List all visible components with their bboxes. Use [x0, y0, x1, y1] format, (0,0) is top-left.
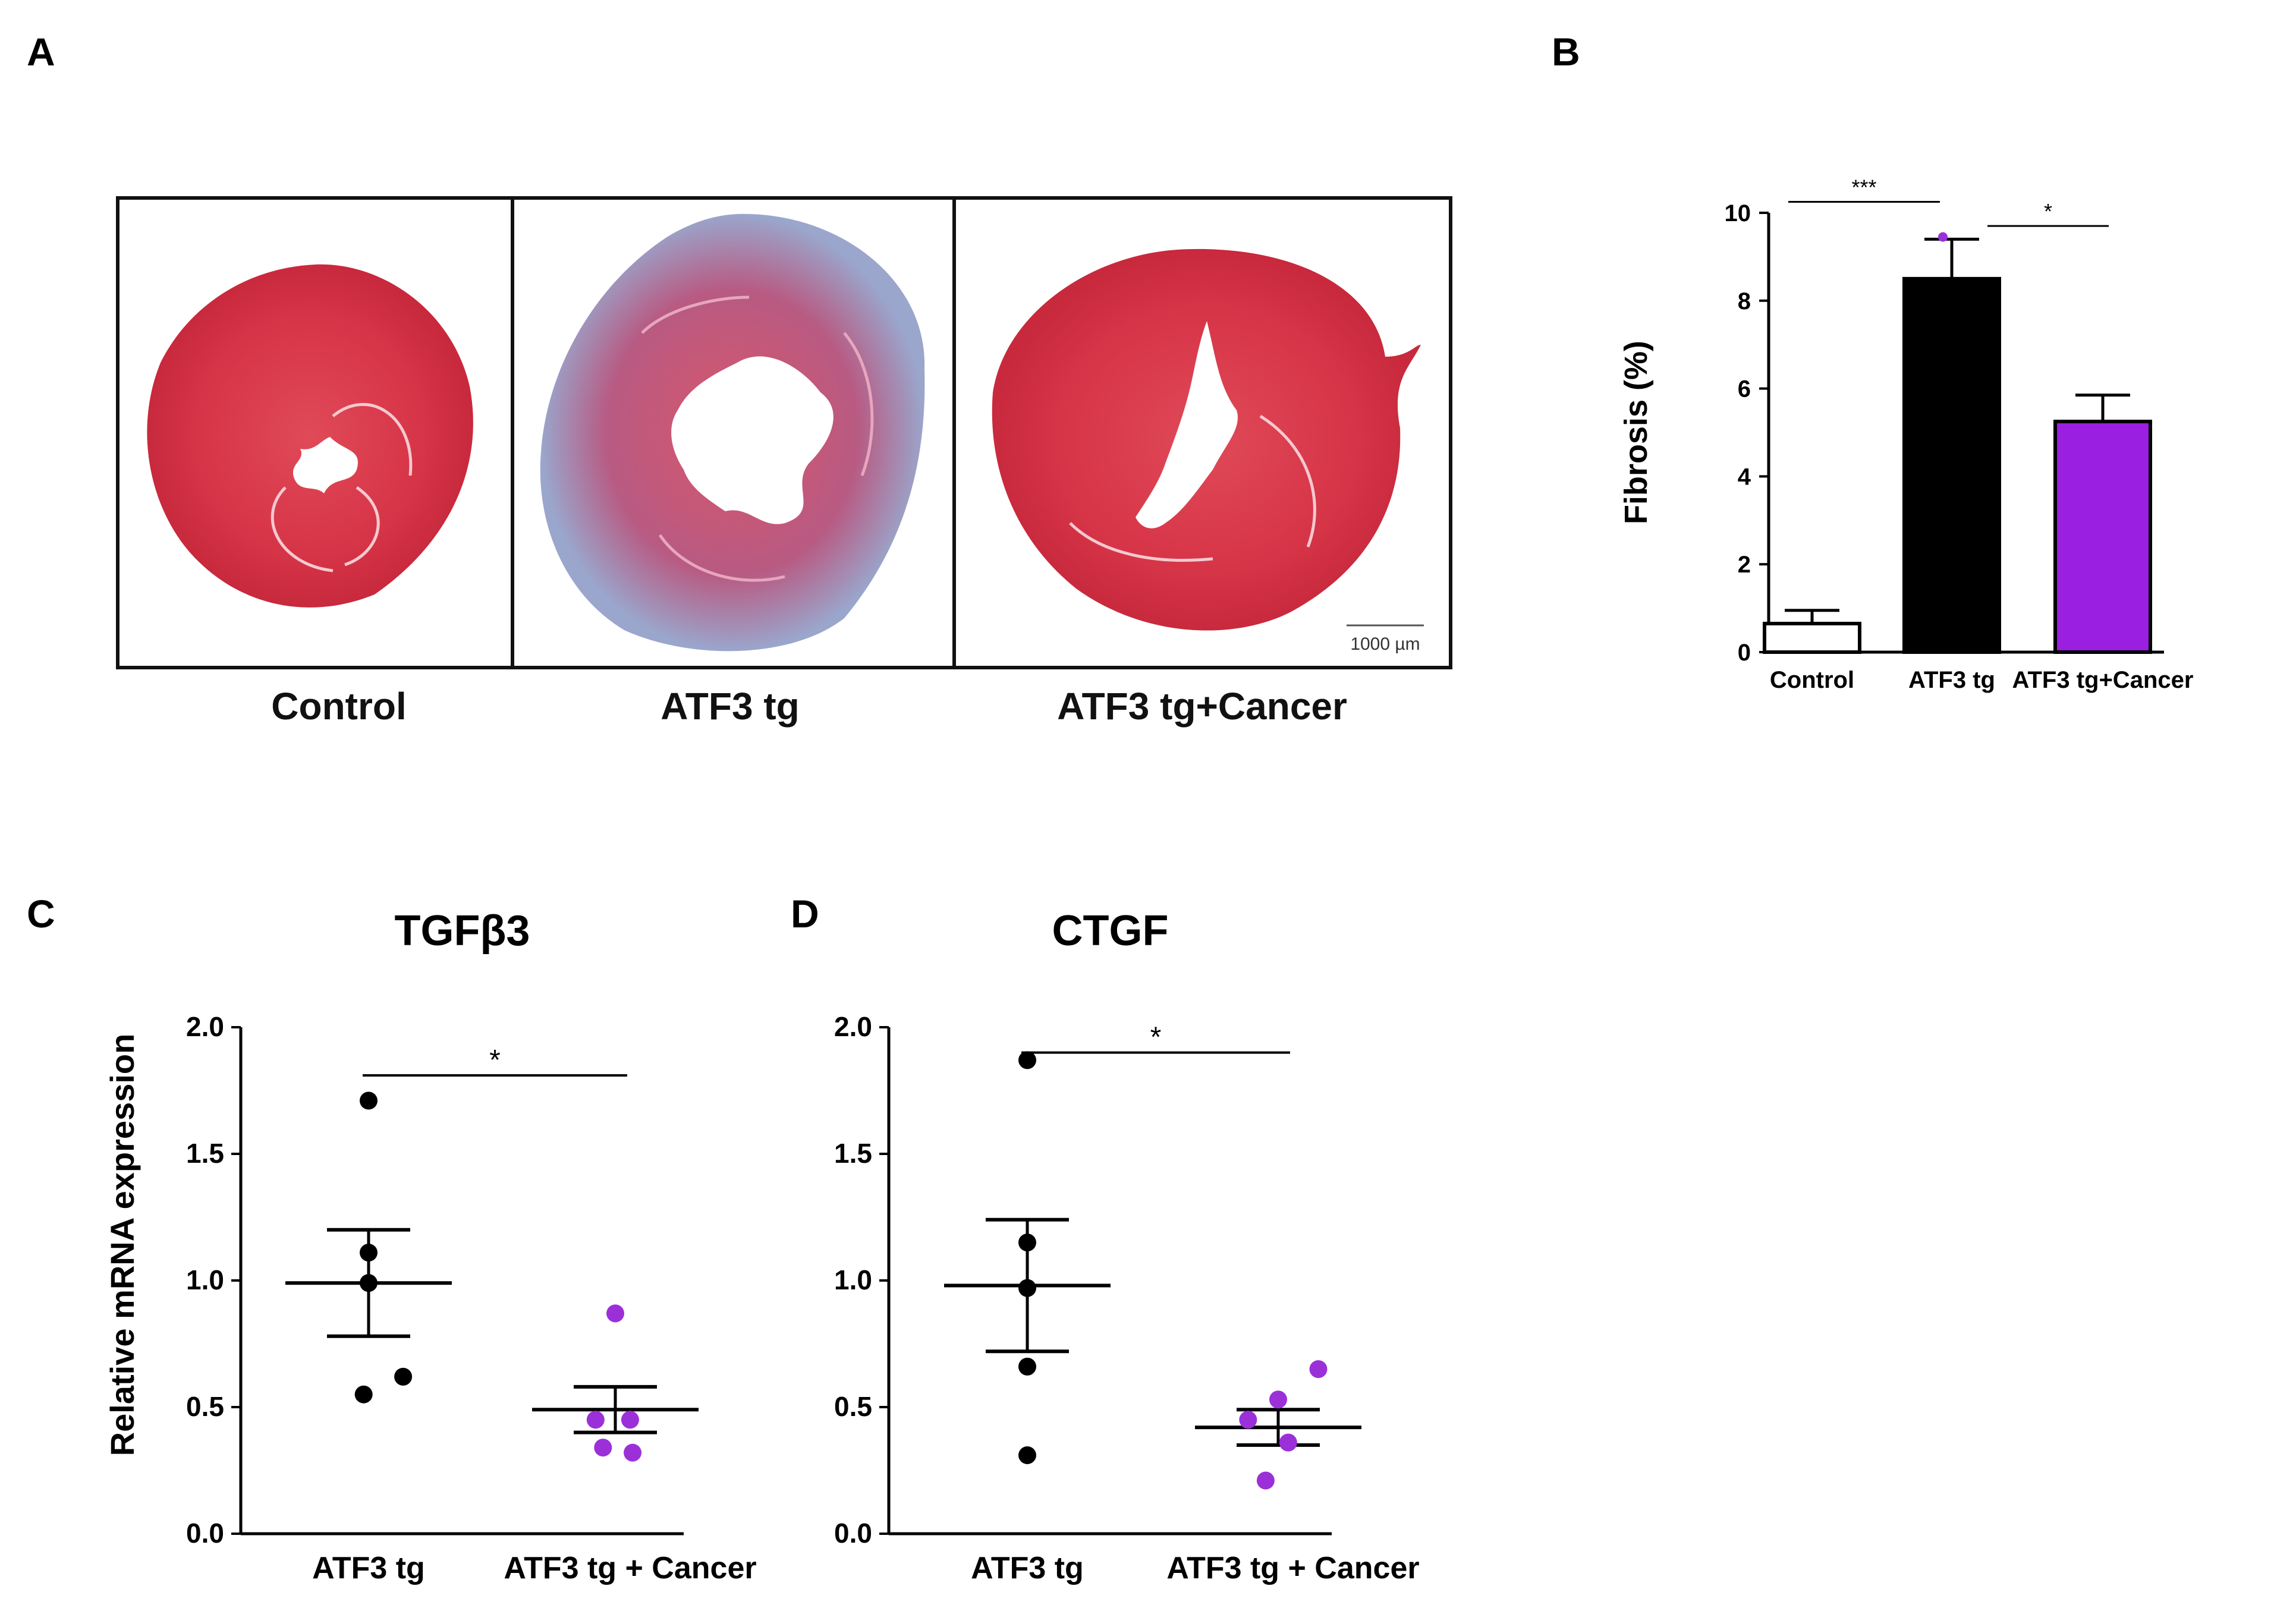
- chart-title: TGFβ3: [395, 907, 530, 955]
- data-point: [606, 1304, 624, 1323]
- y-tick-label: 0.0: [834, 1518, 872, 1549]
- y-tick-label: 0: [1738, 640, 1751, 666]
- histology-label-atf3-cancer: ATF3 tg+Cancer: [1057, 685, 1347, 728]
- significance-mark: *: [2044, 199, 2052, 224]
- y-tick-label: 0.5: [186, 1391, 224, 1422]
- bar-1: [1902, 276, 2001, 655]
- y-tick-label: 0.0: [186, 1518, 224, 1549]
- y-tick-label: 2.0: [834, 1011, 872, 1042]
- histology-panel: 1000 µm Control ATF3 tg ATF3 tg+Cancer: [116, 196, 1452, 728]
- fibrosis-bar-chart: 0 2 4 6 8 10 Fibrosis (%) Control ATF3 tg ATF3 tg…: [1618, 175, 2193, 693]
- data-point: [1269, 1390, 1287, 1409]
- histology-label-control: Control: [271, 685, 407, 728]
- y-tick-label: 0.5: [834, 1391, 872, 1422]
- x-tick-label: ATF3 tg: [1908, 667, 1995, 693]
- data-point: [594, 1439, 612, 1457]
- y-tick-label: 4: [1738, 464, 1751, 490]
- data-point: [1309, 1360, 1328, 1379]
- y-tick-label: 1.0: [834, 1264, 872, 1295]
- x-tick-label: ATF3 tg + Cancer: [1166, 1551, 1419, 1585]
- scale-bar-label: 1000 µm: [1350, 634, 1420, 654]
- data-point: [1256, 1471, 1275, 1490]
- data-point: [360, 1244, 378, 1262]
- data-point: [360, 1091, 378, 1110]
- y-tick-label: 2.0: [186, 1011, 224, 1042]
- data-point: [1018, 1357, 1036, 1376]
- data-point: [1018, 1051, 1036, 1069]
- data-point: [1018, 1279, 1036, 1297]
- significance-mark: *: [1150, 1022, 1162, 1053]
- y-tick-label: 1.5: [186, 1138, 224, 1169]
- panel-a-letter: A: [27, 30, 55, 74]
- atf3-cancer-heart-section: [992, 248, 1421, 631]
- ctgf-scatter-chart: 0.0 0.5 1.0 1.5 2.0 CTGF ATF3 tg ATF3 tg + Canc…: [834, 907, 1420, 1585]
- control-heart-section: [147, 264, 473, 608]
- significance-mark: ***: [1851, 175, 1876, 200]
- y-tick-label: 1.5: [834, 1138, 872, 1169]
- y-tick-label: 2: [1738, 552, 1751, 578]
- data-point: [360, 1274, 378, 1292]
- x-tick-label: Control: [1770, 667, 1854, 693]
- y-tick-label: 6: [1738, 376, 1751, 402]
- panel-c-letter: C: [27, 892, 55, 936]
- data-point: [1018, 1234, 1036, 1252]
- data-point: [1938, 232, 1948, 242]
- x-tick-label: ATF3 tg: [971, 1551, 1084, 1585]
- data-point: [621, 1411, 639, 1429]
- data-point: [354, 1385, 373, 1404]
- data-point: [1279, 1433, 1297, 1452]
- panel-d-letter: D: [791, 892, 819, 936]
- data-point: [1239, 1411, 1257, 1429]
- bar-0: [1763, 621, 1861, 654]
- panel-b-letter: B: [1552, 30, 1580, 74]
- histology-label-atf3: ATF3 tg: [661, 685, 799, 728]
- x-tick-label: ATF3 tg+Cancer: [2012, 667, 2194, 693]
- atf3-heart-section: [540, 213, 925, 652]
- bar-2: [2053, 420, 2152, 655]
- y-axis-label: Relative mRNA expression: [103, 1034, 141, 1456]
- y-tick-label: 10: [1725, 200, 1751, 226]
- data-point: [394, 1367, 413, 1386]
- y-tick-label: 8: [1738, 288, 1751, 314]
- significance-mark: *: [489, 1044, 501, 1076]
- data-point: [1018, 1446, 1036, 1464]
- data-point: [624, 1443, 642, 1462]
- x-tick-label: ATF3 tg + Cancer: [504, 1551, 756, 1585]
- chart-title: CTGF: [1052, 907, 1169, 955]
- y-tick-label: 1.0: [186, 1264, 224, 1295]
- x-tick-label: ATF3 tg: [312, 1551, 425, 1585]
- tgfb3-scatter-chart: 0.0 0.5 1.0 1.5 2.0 TGFβ3 Relative mRNA expres…: [103, 907, 757, 1585]
- data-point: [586, 1411, 605, 1429]
- y-axis-label: Fibrosis (%): [1618, 341, 1654, 524]
